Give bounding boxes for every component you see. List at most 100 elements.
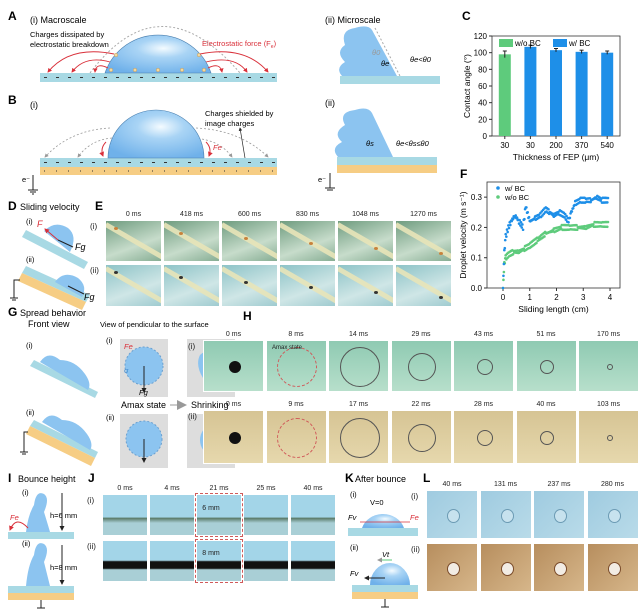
panel-label-j: J: [88, 471, 95, 485]
panel-label-k: K: [345, 471, 354, 485]
bounce-height-title: Bounce height: [18, 474, 76, 484]
legend-swatch-wo-bc: [499, 39, 513, 47]
inclined-track: [338, 266, 393, 306]
time-label: 170 ms: [597, 331, 620, 338]
positive-charges: [108, 53, 206, 72]
perpendicular-view-label: View of pendicular to the surface: [100, 320, 209, 329]
droplet-edge: [339, 26, 397, 76]
data-point-w-bc: [503, 248, 506, 252]
time-label: 40 ms: [442, 481, 462, 488]
legend-swatch-w-bc: [553, 39, 567, 47]
time-label: 17 ms: [348, 401, 369, 408]
panel-d: D Sliding velocity (i) F Fg (ii) Fg: [8, 199, 95, 310]
fe-label-i: Fe: [10, 513, 19, 522]
time-label: 40 ms: [536, 401, 556, 408]
fg-label-d-ii: Fg: [84, 292, 95, 302]
panel-k-sub-i: (i): [350, 490, 357, 499]
droplet: [554, 508, 567, 523]
data-point-w-bc: [518, 218, 522, 222]
time-label: 0 ms: [117, 485, 133, 492]
photo-frame-l: [479, 490, 532, 539]
x-tick-label: 30: [526, 141, 535, 150]
photo-frame-j: [243, 540, 289, 582]
inclined-track: [396, 266, 451, 306]
panel-label-a: A: [8, 9, 17, 23]
x-tick-label: 3: [581, 293, 586, 302]
bar: [575, 51, 588, 137]
photo-frame-l: [586, 543, 639, 592]
droplet: [500, 508, 514, 523]
bar: [601, 52, 614, 136]
data-point-w-bc: [547, 207, 550, 211]
panel-d-sub-i: (i): [26, 217, 33, 226]
data-point-w-bc: [515, 216, 519, 219]
photo-frame-h: [453, 410, 514, 464]
substrate-k: [348, 528, 418, 536]
data-point-w-bc: [588, 196, 592, 200]
data-point-wo-bc: [575, 228, 579, 232]
inclined-track: [396, 222, 451, 261]
shrinking-label: Shrinking: [191, 400, 229, 410]
sliding-velocity-title: Sliding velocity: [20, 202, 80, 212]
bouncing-droplet-ii: [26, 543, 50, 586]
after-bounce-title: After bounce: [355, 474, 406, 484]
photo-frame-j: [149, 540, 195, 582]
droplet-marker: [309, 286, 313, 289]
time-label: 51 ms: [536, 331, 556, 338]
y-tick-label: 0: [483, 132, 488, 141]
data-point-w-bc: [505, 235, 508, 238]
row-label: (ii): [87, 542, 96, 551]
incline-g: [30, 360, 98, 398]
y-tick-label: 20: [478, 115, 487, 124]
incline-g-ii: [30, 420, 98, 458]
photo-frame-h: [578, 410, 639, 464]
time-label: 4 ms: [164, 485, 180, 492]
contact-angle-chart: C 0 20 40 60 80 100 120 30 30 200 370 540Thickness …: [462, 9, 621, 162]
y-tick-label: 100: [474, 49, 488, 58]
microscale-label: (ii) Microscale: [325, 15, 381, 25]
inclined-track: [222, 222, 277, 261]
data-point-w-bc: [563, 216, 566, 219]
time-label: 40 ms: [303, 485, 323, 492]
photo-frame-j: [102, 540, 148, 582]
time-label: 22 ms: [411, 401, 431, 408]
photo-frame-h: [328, 410, 389, 464]
spreading-droplet: [40, 355, 90, 390]
time-label: 21 ms: [209, 485, 229, 492]
panel-label-f: F: [460, 167, 467, 181]
time-label: 0 ms: [125, 211, 142, 218]
data-point-w-bc: [503, 238, 507, 242]
time-label: 280 ms: [601, 481, 624, 488]
data-point-w-bc: [570, 210, 574, 213]
time-label: 237 ms: [547, 481, 571, 488]
panel-b-sub-ii: (ii): [325, 98, 335, 108]
panel-i: I Bounce height (i) h=6 mm Fe (ii) h=8 m…: [8, 471, 77, 609]
photo-frame-h: [453, 340, 514, 392]
data-point-w-bc: [519, 221, 523, 224]
droplet-spread: [408, 353, 436, 381]
data-point-w-bc: [526, 210, 530, 214]
ground-icon: [10, 279, 20, 301]
panel-d-sub-ii: (ii): [26, 255, 35, 264]
panel-i-sub-ii: (ii): [22, 539, 31, 548]
height-label-i: h=6 mm: [50, 511, 77, 520]
y-tick-label: 0.3: [471, 193, 483, 202]
amax-state-label: Amax state: [121, 400, 166, 410]
row-label: (i): [411, 492, 419, 501]
ground-icon: [37, 600, 45, 609]
substrate-ii: [8, 586, 74, 593]
panel-g-sub-i: (i): [26, 341, 33, 350]
angle-relation-b: θe<θs≤θ0: [396, 139, 430, 148]
y-tick-label: 80: [478, 65, 487, 74]
fg-arrow-ii: [67, 285, 85, 295]
photo-frame-e: [337, 220, 394, 262]
sliding-droplet-ii: [55, 274, 85, 297]
time-label: 8 ms: [288, 331, 304, 338]
data-point-w-bc: [563, 212, 567, 216]
panel-label-i: I: [8, 471, 11, 485]
time-label: 25 ms: [256, 485, 276, 492]
front-view-label: Front view: [28, 319, 70, 329]
x-tick-label: 540: [601, 141, 615, 150]
legend-marker: [496, 195, 500, 199]
